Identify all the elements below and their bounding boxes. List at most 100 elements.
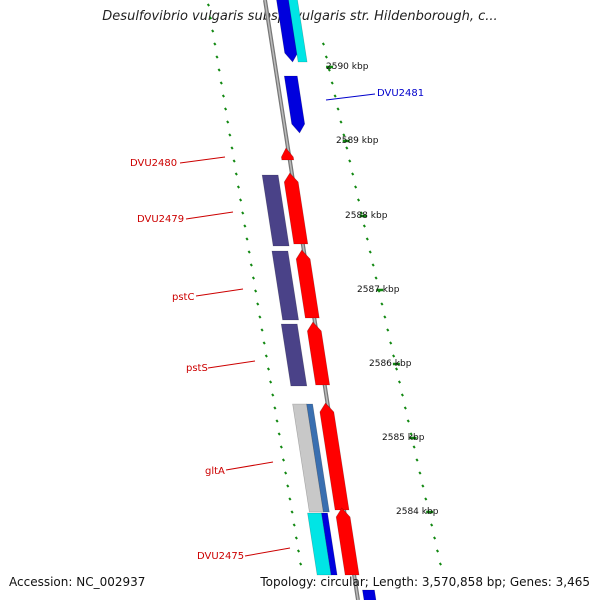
gc-tick-left bbox=[228, 133, 232, 137]
gc-tick-right bbox=[394, 367, 399, 371]
gc-tick-left bbox=[224, 107, 228, 111]
gc-tick-right bbox=[330, 81, 334, 85]
reverse-cds-feature bbox=[283, 75, 306, 134]
forward-cds-feature bbox=[281, 147, 295, 161]
gc-tick-right bbox=[371, 263, 375, 267]
gc-tick-left bbox=[290, 510, 294, 514]
kbp-label: 2584 kbp bbox=[396, 507, 439, 517]
gc-tick-right bbox=[418, 471, 422, 475]
gc-tick-right bbox=[389, 341, 393, 345]
gc-tick-left bbox=[232, 159, 236, 163]
gc-tick-left bbox=[271, 393, 275, 397]
gc-tick-left bbox=[221, 94, 225, 98]
gc-tick-right bbox=[339, 120, 343, 124]
gc-tick-right bbox=[435, 549, 440, 553]
gc-tick-right bbox=[324, 55, 328, 59]
kbp-label: 2589 kbp bbox=[336, 136, 379, 146]
gc-tick-left bbox=[245, 237, 249, 241]
gc-tick-right bbox=[415, 458, 419, 462]
gc-tick-left bbox=[249, 263, 253, 267]
gc-tick-right bbox=[359, 211, 364, 215]
gc-tick-left bbox=[273, 406, 277, 410]
gc-tick-left bbox=[264, 354, 268, 358]
gc-tick-left bbox=[234, 172, 238, 176]
feature-tracks bbox=[261, 0, 377, 600]
gc-tick-right bbox=[336, 107, 340, 111]
gc-tick-left bbox=[241, 211, 245, 215]
gc-tick-left bbox=[277, 432, 281, 436]
gc-dotted-tracks bbox=[206, 3, 442, 566]
gene-label-dvu2475[interactable]: DVU2475 bbox=[197, 551, 244, 562]
gc-tick-left bbox=[266, 367, 271, 371]
gc-tick-right bbox=[345, 146, 349, 150]
gene-label-glta[interactable]: gltA bbox=[205, 466, 225, 477]
cog-feature-blue bbox=[321, 512, 338, 576]
accession-text: Accession: NC_002937 bbox=[9, 575, 146, 589]
gc-tick-right bbox=[321, 42, 325, 46]
gc-tick-right bbox=[327, 68, 331, 72]
kbp-label: 2588 kbp bbox=[345, 211, 388, 221]
gc-tick-right bbox=[351, 172, 355, 176]
gc-tick-left bbox=[281, 458, 286, 462]
gene-label-dvu2481[interactable]: DVU2481 bbox=[377, 88, 424, 99]
gc-tick-right bbox=[409, 432, 413, 436]
gc-tick-left bbox=[243, 224, 247, 228]
gc-tick-right bbox=[368, 250, 372, 254]
forward-cds-feature bbox=[283, 172, 309, 245]
gene-label-leader bbox=[225, 461, 274, 471]
gene-labels: DVU2481 DVU2480 DVU2479 pstC pstS gltA D… bbox=[130, 88, 424, 562]
gc-tick-right bbox=[380, 302, 384, 306]
gc-tick-left bbox=[226, 120, 230, 124]
gc-tick-left bbox=[258, 315, 262, 319]
cog-feature-purple bbox=[271, 250, 299, 321]
gene-label-pstc[interactable]: pstC bbox=[172, 292, 194, 303]
gc-tick-left bbox=[251, 276, 256, 280]
gc-tick-right bbox=[333, 94, 337, 98]
gc-tick-left bbox=[215, 55, 219, 59]
gc-tick-left bbox=[239, 198, 243, 202]
forward-cds-feature bbox=[306, 321, 331, 386]
gene-label-leader bbox=[207, 360, 256, 369]
gene-label-leader bbox=[195, 288, 244, 297]
gc-tick-left bbox=[247, 250, 251, 254]
forward-cds-feature bbox=[335, 507, 360, 576]
gc-tick-right bbox=[403, 406, 407, 410]
gc-tick-right bbox=[392, 354, 396, 358]
gene-label-psts[interactable]: pstS bbox=[186, 363, 208, 374]
forward-cds-feature bbox=[295, 249, 320, 319]
gc-tick-left bbox=[279, 445, 283, 449]
gc-tick-left bbox=[296, 549, 301, 553]
gc-tick-right bbox=[342, 133, 346, 137]
gc-tick-right bbox=[348, 159, 352, 163]
gc-tick-left bbox=[213, 42, 217, 46]
gc-tick-left bbox=[236, 185, 240, 189]
gc-tick-right bbox=[433, 536, 437, 540]
kbp-label: 2585 kbp bbox=[382, 433, 425, 443]
gc-tick-left bbox=[254, 289, 258, 293]
gc-tick-left bbox=[219, 81, 223, 85]
cog-feature-cyan bbox=[288, 0, 308, 63]
gc-tick-right bbox=[438, 562, 442, 566]
gc-tick-right bbox=[374, 276, 378, 280]
gc-tick-left bbox=[217, 68, 221, 72]
gc-tick-right bbox=[421, 484, 425, 488]
gc-tick-right bbox=[400, 393, 404, 397]
gc-tick-left bbox=[211, 29, 215, 33]
gene-label-leader bbox=[325, 93, 376, 101]
gc-tick-right bbox=[397, 380, 402, 384]
reverse-cds-feature bbox=[276, 0, 299, 63]
gc-tick-left bbox=[256, 302, 260, 306]
gene-label-dvu2480[interactable]: DVU2480 bbox=[130, 158, 177, 169]
gc-tick-left bbox=[294, 536, 298, 540]
gene-label-dvu2479[interactable]: DVU2479 bbox=[137, 214, 184, 225]
gc-tick-right bbox=[365, 237, 369, 241]
kbp-labels: 2590 kbp 2589 kbp 2588 kbp 2587 kbp 2586… bbox=[326, 62, 439, 517]
gc-tick-right bbox=[430, 523, 434, 527]
kbp-label: 2587 kbp bbox=[357, 285, 400, 295]
cog-feature-purple bbox=[261, 174, 290, 247]
gc-tick-left bbox=[299, 562, 303, 566]
cog-feature-purple bbox=[280, 323, 308, 387]
gc-tick-right bbox=[386, 328, 390, 332]
gc-tick-left bbox=[292, 523, 296, 527]
